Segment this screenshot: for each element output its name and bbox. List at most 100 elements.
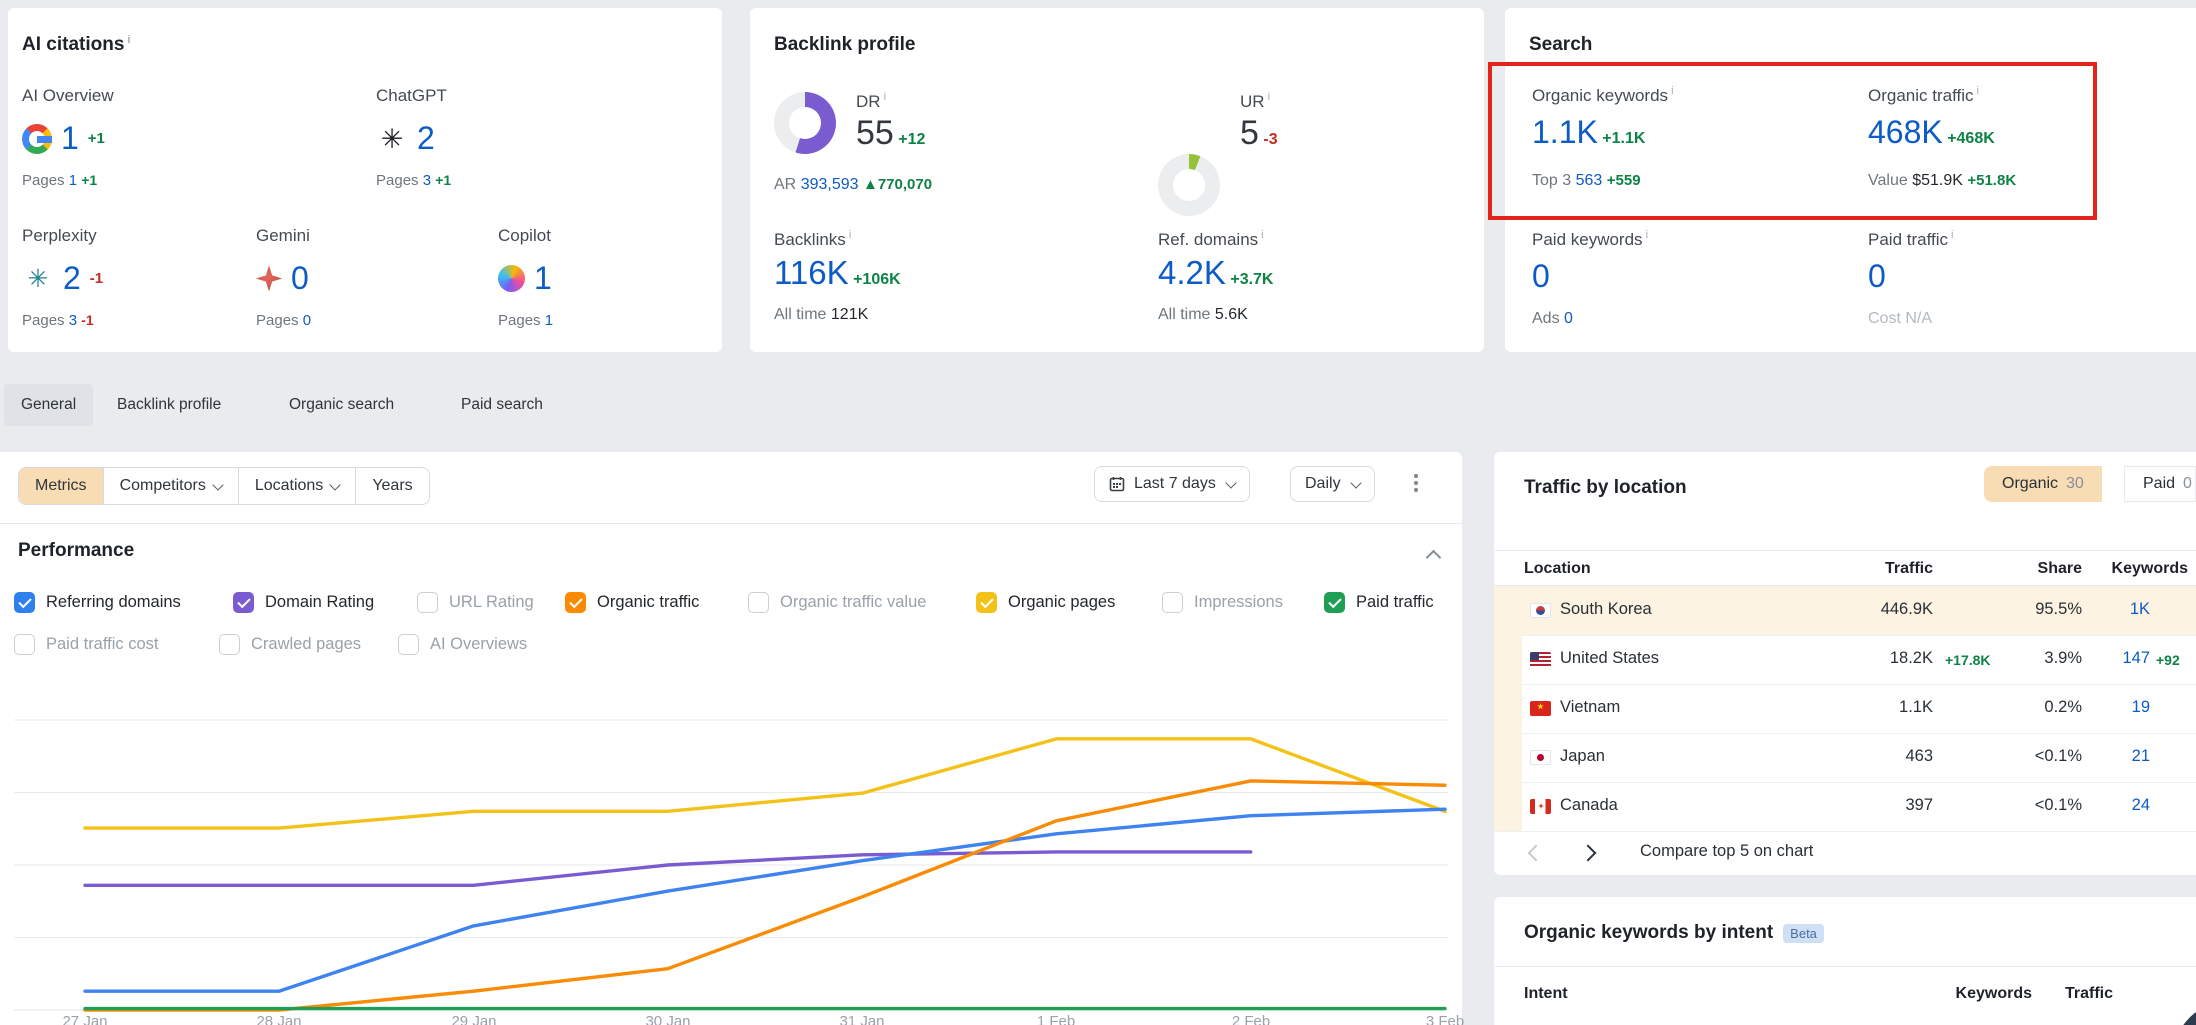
metric-checkbox-ai-overviews[interactable]: AI Overviews: [398, 634, 527, 655]
col-intent[interactable]: Intent: [1524, 985, 1568, 1002]
info-icon[interactable]: i: [1671, 85, 1674, 98]
info-icon[interactable]: i: [1976, 85, 1979, 98]
col-share[interactable]: Share: [2037, 560, 2082, 577]
ar-value-link[interactable]: 393,593: [800, 176, 859, 193]
traffic-by-location-title: Traffic by location: [1524, 477, 1687, 498]
backlinks-value-row: 116K +106K: [774, 254, 901, 292]
location-row-united-states[interactable]: United States 18.2K +17.8K 3.9% 147 +92: [1494, 635, 2196, 685]
info-icon[interactable]: i: [1261, 229, 1264, 242]
checkbox-icon: [14, 592, 35, 613]
performance-title: Performance: [18, 540, 135, 561]
competitors-dropdown[interactable]: Competitors: [102, 468, 238, 504]
organic-traffic-value[interactable]: 468K: [1868, 114, 1943, 150]
metric-checkbox-referring-domains[interactable]: Referring domains: [14, 592, 181, 613]
paid-keywords-value[interactable]: 0: [1532, 258, 1550, 294]
tab-paid-search[interactable]: Paid search: [461, 396, 543, 413]
location-row-canada[interactable]: Canada 397 <0.1% 24: [1494, 782, 2196, 832]
backlinks-value[interactable]: 116K: [774, 254, 849, 291]
pagination-prev-button[interactable]: [1527, 844, 1545, 864]
metrics-button[interactable]: Metrics: [19, 468, 103, 504]
tab-backlink-profile[interactable]: Backlink profile: [117, 396, 222, 413]
location-row-japan[interactable]: Japan 463 <0.1% 21: [1494, 733, 2196, 783]
x-tick-label: 27 Jan: [62, 1013, 108, 1025]
years-button[interactable]: Years: [355, 468, 428, 504]
col-keywords[interactable]: Keywords: [2111, 560, 2188, 577]
chart-series-organic-pages: [83, 737, 1447, 830]
gemini-value-row: 0: [256, 260, 309, 297]
keywords-by-intent-title: Organic keywords by intent Beta: [1524, 922, 1824, 944]
more-options-kebab-icon[interactable]: [1414, 474, 1418, 495]
toggle-organic[interactable]: Organic 30: [1984, 466, 2102, 502]
col-intent-keywords[interactable]: Keywords: [1955, 985, 2032, 1002]
perplexity-icon: ✳: [27, 264, 49, 293]
chatgpt-value[interactable]: 2: [417, 120, 435, 156]
info-icon[interactable]: i: [1645, 229, 1649, 242]
backlinks-label: Backlinks i: [774, 229, 852, 249]
organic-traffic-label: Organic traffic i: [1868, 85, 1979, 105]
x-tick-label: 31 Jan: [839, 1013, 885, 1025]
gemini-value[interactable]: 0: [291, 260, 309, 296]
organic-keywords-delta: +1.1K: [1602, 130, 1646, 147]
location-row-south-korea[interactable]: South Korea 446.9K 95.5% 1K: [1494, 586, 2196, 636]
metric-checkbox-paid-traffic-cost[interactable]: Paid traffic cost: [14, 634, 159, 655]
metric-checkbox-organic-traffic-value[interactable]: Organic traffic value: [748, 592, 926, 613]
chart-series-referring-domains: [83, 807, 1447, 993]
pagination-next-button[interactable]: [1579, 844, 1597, 864]
collapse-chevron-icon[interactable]: [1425, 549, 1442, 568]
metric-checkbox-paid-traffic[interactable]: Paid traffic: [1324, 592, 1434, 613]
organic-keywords-top3: Top 3 563 +559: [1532, 172, 1641, 189]
organic-traffic-delta: +468K: [1947, 130, 1995, 147]
tab-organic-search[interactable]: Organic search: [289, 396, 395, 413]
metric-checkbox-organic-traffic[interactable]: Organic traffic: [565, 592, 699, 613]
col-traffic[interactable]: Traffic: [1884, 560, 1933, 577]
vietnam-flag-icon: [1530, 701, 1551, 716]
info-icon[interactable]: i: [848, 229, 852, 242]
tab-general[interactable]: General: [4, 384, 94, 426]
perplexity-pages: Pages 3 -1: [22, 312, 94, 329]
toggle-paid[interactable]: Paid 0: [2124, 466, 2196, 502]
perplexity-value[interactable]: 2: [63, 260, 81, 296]
metric-checkbox-domain-rating[interactable]: Domain Rating: [233, 592, 374, 613]
locations-dropdown[interactable]: Locations: [237, 468, 356, 504]
traffic-by-location-card: Traffic by location Organic 30 Paid 0 Loca…: [1494, 452, 2196, 875]
metric-checkbox-crawled-pages[interactable]: Crawled pages: [219, 634, 361, 655]
filter-button-group: Metrics Competitors Locations Years: [18, 467, 430, 505]
date-range-dropdown[interactable]: Last 7 days: [1094, 466, 1250, 502]
paid-keywords-label: Paid keywords i: [1532, 229, 1649, 249]
paid-traffic-value[interactable]: 0: [1868, 258, 1886, 294]
ai-overview-value[interactable]: 1: [61, 120, 79, 156]
info-icon[interactable]: i: [127, 33, 131, 46]
refdomains-value-row: 4.2K +3.7K: [1158, 254, 1273, 292]
copilot-pages: Pages 1: [498, 312, 554, 329]
info-icon[interactable]: i: [883, 91, 887, 104]
paid-traffic-label: Paid traffic i: [1868, 229, 1954, 249]
checkbox-icon: [219, 634, 240, 655]
dr-value: 55: [856, 114, 894, 152]
compare-top5-link[interactable]: Compare top 5 on chart: [1640, 842, 1814, 860]
copilot-label: Copilot: [498, 226, 551, 245]
ai-overview-label: AI Overview: [22, 86, 114, 105]
chatgpt-icon: ✳: [380, 123, 404, 154]
col-intent-traffic[interactable]: Traffic: [2064, 985, 2113, 1002]
metric-checkbox-url-rating[interactable]: URL Rating: [417, 592, 534, 613]
organic-keywords-value[interactable]: 1.1K: [1532, 114, 1598, 150]
chevron-down-icon: [212, 478, 224, 491]
backlink-profile-title: Backlink profile: [774, 34, 916, 55]
granularity-dropdown[interactable]: Daily: [1290, 466, 1375, 502]
performance-line-chart[interactable]: [0, 675, 1462, 1025]
metric-checkbox-organic-pages[interactable]: Organic pages: [976, 592, 1115, 613]
metric-checkbox-impressions[interactable]: Impressions: [1162, 592, 1283, 613]
divider: [1494, 966, 2196, 967]
backlinks-delta: +106K: [853, 271, 901, 288]
col-location[interactable]: Location: [1524, 560, 1591, 577]
info-icon[interactable]: i: [1951, 229, 1954, 242]
x-tick-label: 3 Feb: [1425, 1013, 1465, 1025]
copilot-icon: [498, 265, 525, 292]
copilot-value-row: 1: [498, 260, 552, 297]
info-icon[interactable]: i: [1267, 91, 1271, 104]
refdomains-value[interactable]: 4.2K: [1158, 254, 1226, 291]
location-row-vietnam[interactable]: Vietnam 1.1K 0.2% 19: [1494, 684, 2196, 734]
copilot-value[interactable]: 1: [534, 260, 552, 296]
checkbox-icon: [233, 592, 254, 613]
paid-traffic-cost: Cost N/A: [1868, 310, 1933, 327]
